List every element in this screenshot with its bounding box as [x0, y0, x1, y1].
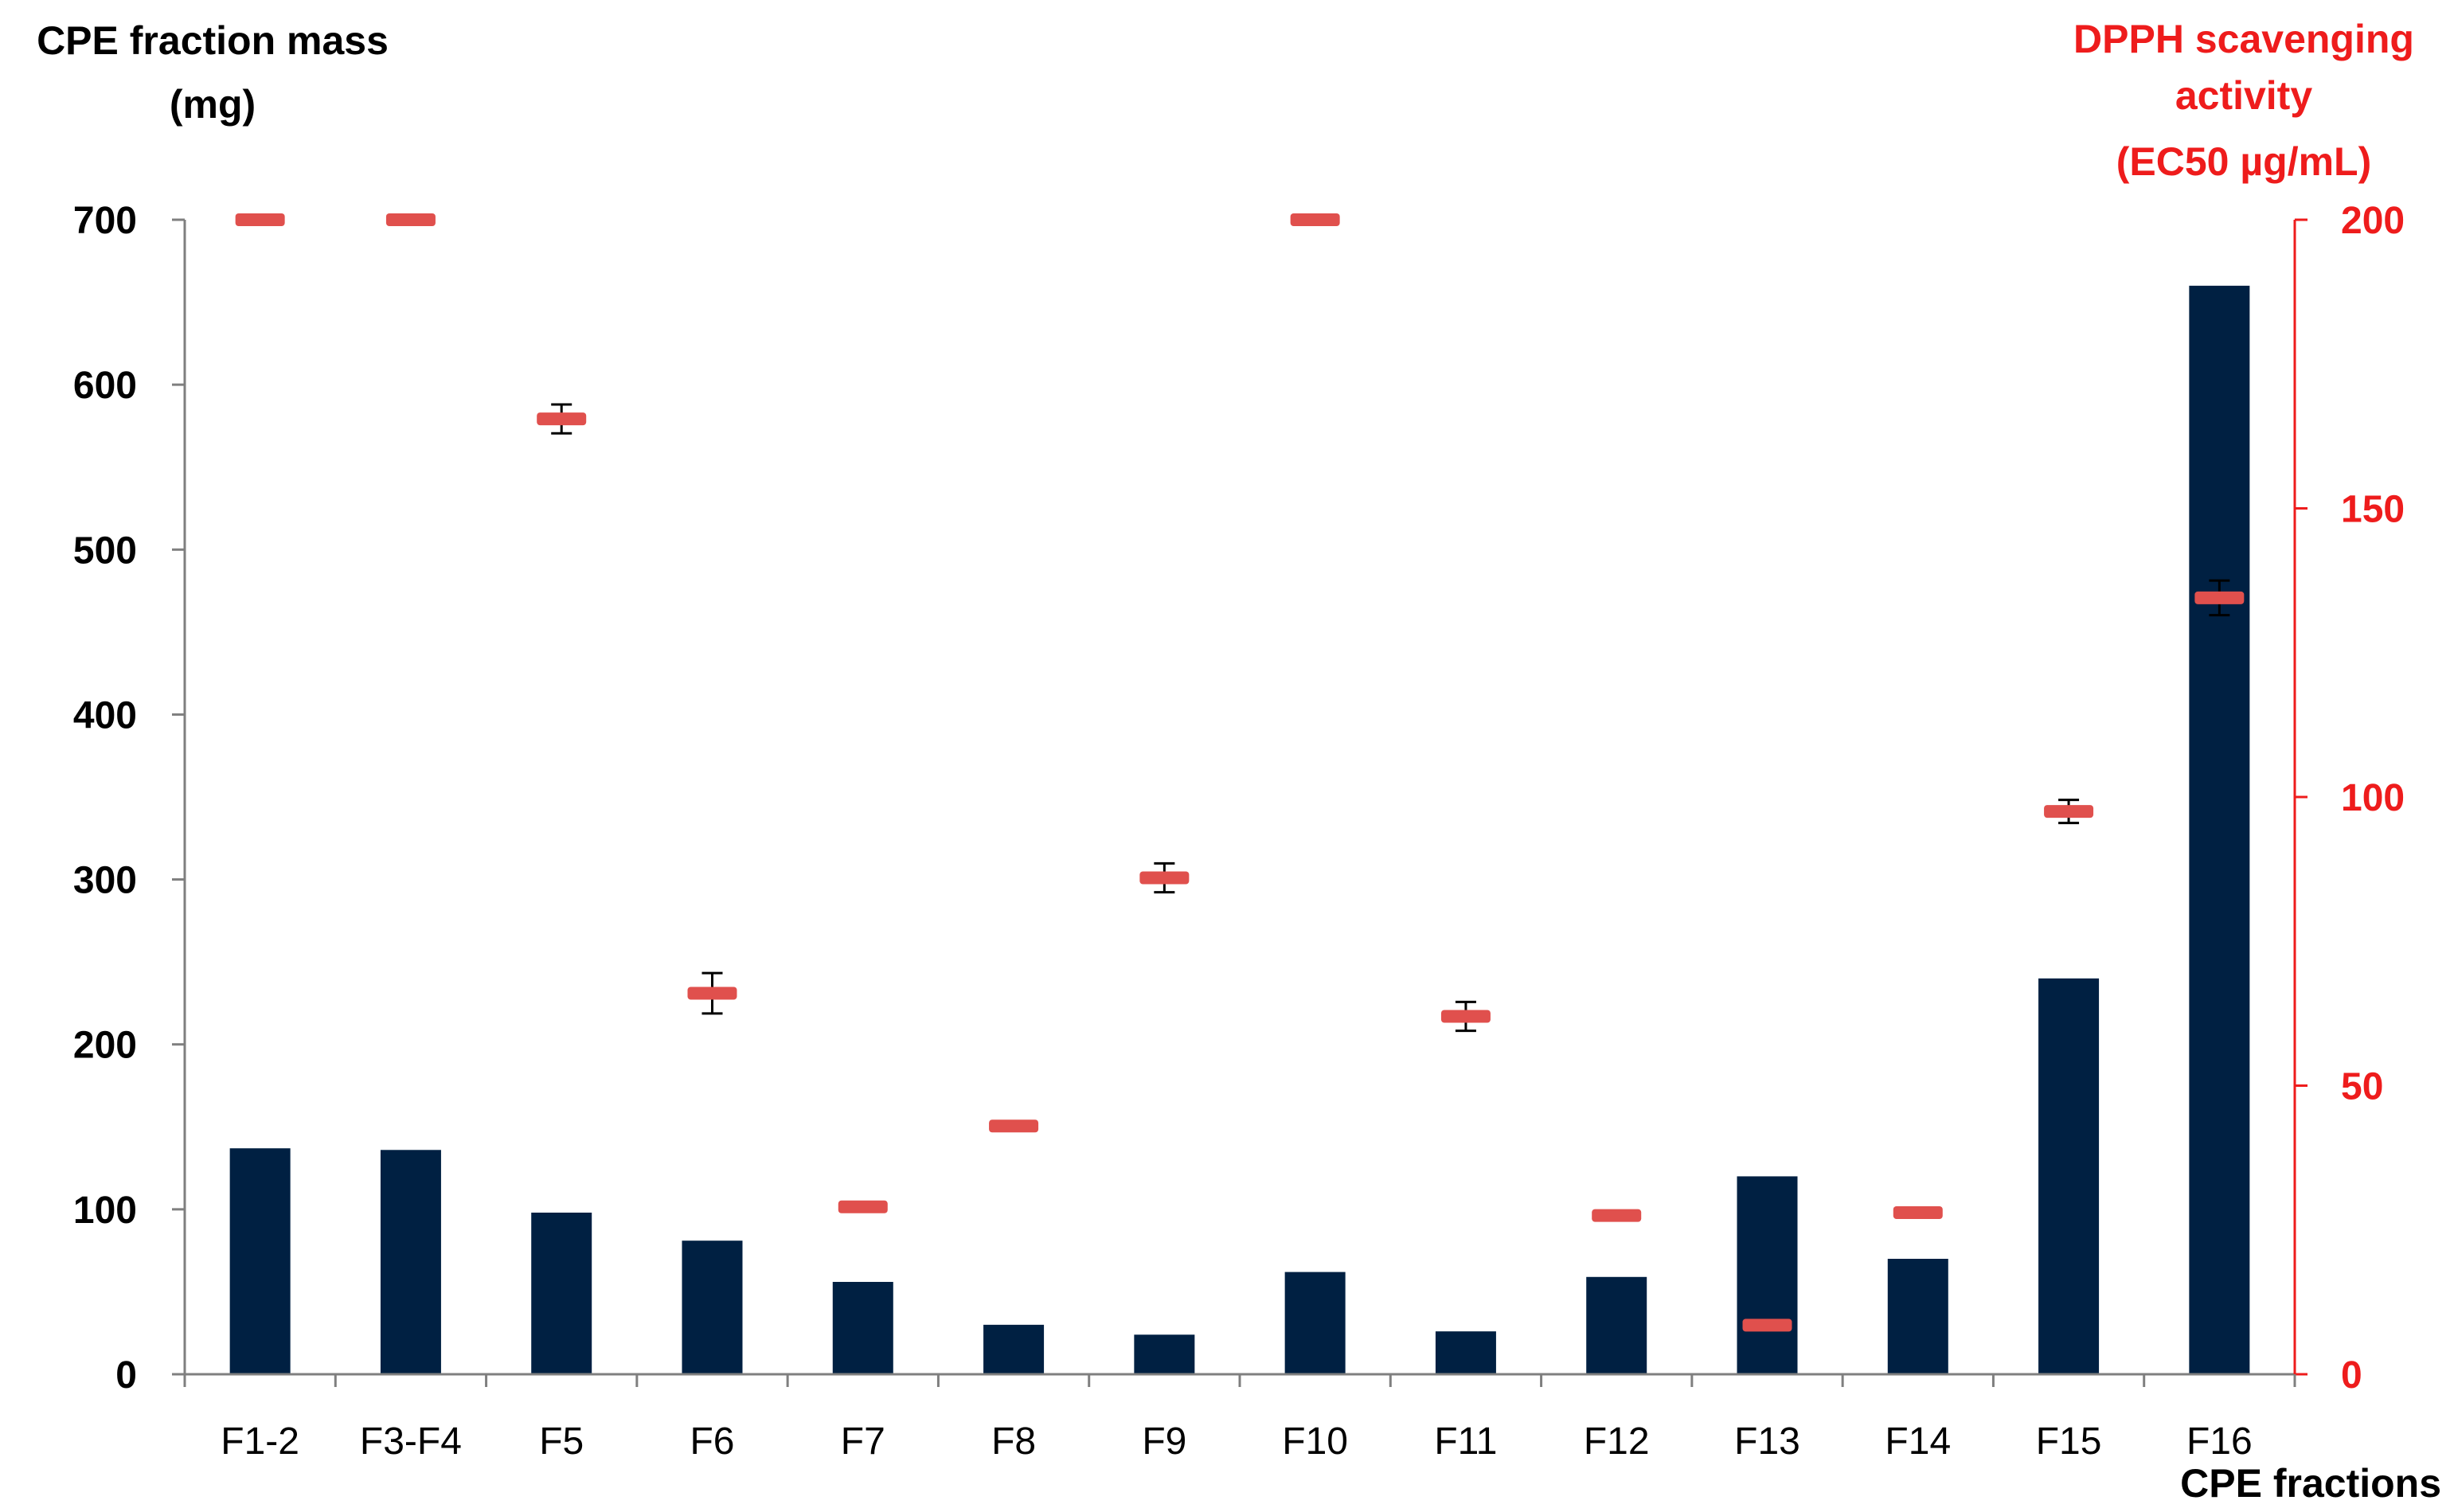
dpph-marker-F3-F4	[385, 213, 436, 226]
x-tick-label-F9: F9	[1142, 1420, 1186, 1463]
dpph-marker-F15	[2044, 805, 2094, 819]
bar-F6	[682, 1240, 743, 1374]
x-tick-label-F15: F15	[2036, 1420, 2102, 1463]
bar-F11	[1435, 1331, 1496, 1374]
x-tick-label-F6: F6	[690, 1420, 734, 1463]
left-tick-label: 700	[73, 200, 137, 242]
x-tick-label-F3-F4: F3-F4	[360, 1420, 462, 1463]
dpph-marker-F13	[1742, 1319, 1792, 1332]
x-tick-label-F13: F13	[1734, 1420, 1800, 1463]
bar-F9	[1134, 1334, 1195, 1374]
x-tick-label-F10: F10	[1282, 1420, 1348, 1463]
left-tick-label: 300	[73, 860, 137, 902]
right-tick-label: 200	[2341, 200, 2405, 242]
dpph-marker-F8	[989, 1119, 1039, 1133]
right-tick-label: 0	[2341, 1354, 2362, 1397]
bar-F8	[983, 1324, 1045, 1374]
right-axis-title-line-1: DPPH scavenging	[2073, 17, 2414, 61]
x-tick-label-F14: F14	[1885, 1420, 1951, 1463]
x-tick-label-F8: F8	[991, 1420, 1036, 1463]
bar-F1-2	[229, 1148, 291, 1374]
x-tick-label-F5: F5	[539, 1420, 584, 1463]
right-tick-label: 100	[2341, 777, 2405, 819]
left-axis-title-line-2: (mg)	[170, 82, 256, 127]
x-tick-label-F12: F12	[1584, 1420, 1650, 1463]
bar-F13	[1737, 1176, 1798, 1374]
left-tick-label: 600	[73, 365, 137, 407]
dpph-marker-F7	[838, 1200, 888, 1213]
bar-F14	[1887, 1259, 1948, 1374]
right-axis-title-line-2: activity	[2175, 73, 2313, 118]
x-tick-label-F7: F7	[841, 1420, 885, 1463]
right-tick-label: 150	[2341, 489, 2405, 531]
right-tick-label: 50	[2341, 1066, 2383, 1108]
x-axis-title: CPE fractions	[2180, 1461, 2441, 1506]
dpph-marker-F12	[1592, 1209, 1642, 1222]
bar-F12	[1586, 1276, 1647, 1374]
bar-F10	[1284, 1272, 1346, 1374]
left-tick-label: 0	[115, 1354, 137, 1397]
x-tick-label-F1-2: F1-2	[221, 1420, 299, 1463]
dpph-marker-F9	[1139, 871, 1190, 885]
bar-F3-F4	[380, 1150, 441, 1374]
right-axis-title-line-3: (EC50 µg/mL)	[2116, 139, 2372, 184]
left-tick-label: 500	[73, 529, 137, 572]
bar-F7	[832, 1282, 893, 1374]
left-tick-label: 100	[73, 1190, 137, 1232]
left-axis-title: CPE fraction mass (mg)	[37, 18, 389, 127]
bar-F15	[2038, 978, 2100, 1374]
dpph-marker-F11	[1440, 1010, 1491, 1023]
left-tick-label: 400	[73, 694, 137, 736]
dpph-marker-F1-2	[235, 213, 285, 226]
dpph-marker-F14	[1893, 1206, 1943, 1219]
left-tick-label: 200	[73, 1025, 137, 1067]
right-axis-title: DPPH scavenging activity (EC50 µg/mL)	[2073, 17, 2414, 184]
left-axis-title-line-1: CPE fraction mass	[37, 18, 389, 63]
x-tick-label-F11: F11	[1434, 1420, 1497, 1463]
x-tick-label-F16: F16	[2186, 1420, 2253, 1463]
plot-layer: 0 100 200 300 400 500 600 700 0 50 100 150 200 F1-2 F3…	[73, 200, 2405, 1463]
dpph-marker-F5	[537, 412, 587, 426]
dpph-marker-F10	[1290, 213, 1340, 226]
dpph-marker-F16	[2194, 591, 2245, 604]
bar-F16	[2189, 285, 2250, 1374]
bar-F5	[531, 1213, 592, 1374]
dpph-marker-F6	[687, 987, 737, 1000]
